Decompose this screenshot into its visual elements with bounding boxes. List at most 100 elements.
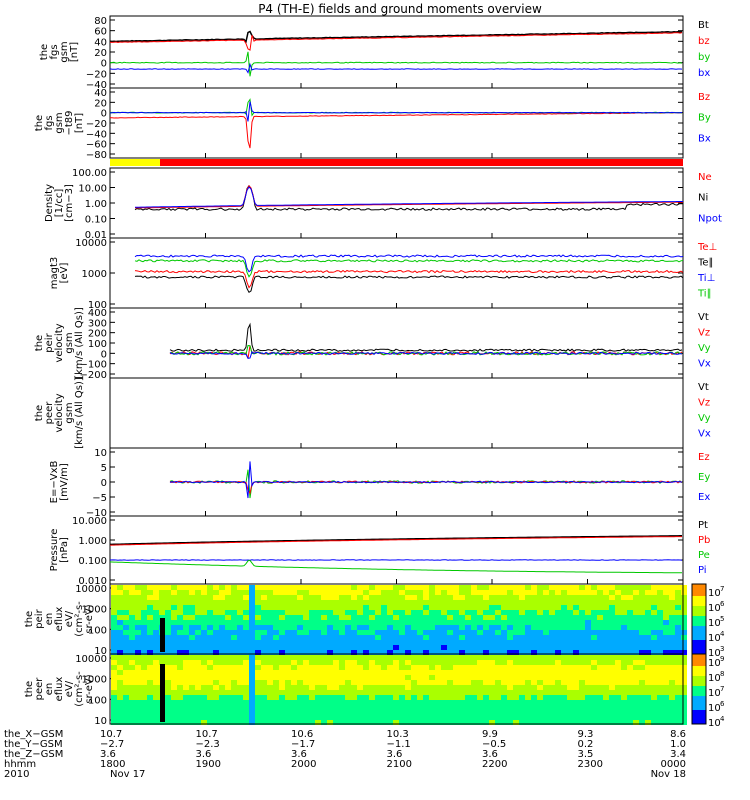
xaxis-value: Nov 17 [110, 769, 145, 780]
spectrogram-cell [321, 635, 327, 640]
spectrogram-cell [153, 650, 159, 655]
spectrogram-cell [219, 640, 225, 645]
spectrogram-cell [333, 610, 339, 615]
spectrogram-cell [153, 600, 159, 605]
spectrogram-cell [267, 645, 273, 650]
spectrogram-cell [675, 600, 681, 605]
ytick-label: −200 [80, 370, 107, 381]
spectrogram-cell [465, 585, 471, 590]
spectrogram-cell [561, 685, 567, 690]
panel-frame [109, 87, 684, 159]
legend-ni: Ni [698, 193, 708, 204]
ylabel-line: (cm²-s- [74, 601, 85, 637]
spectrogram-cell [117, 710, 123, 715]
spectrogram-cell [621, 720, 627, 725]
spectrogram-cell [513, 595, 519, 600]
colorbar-cell [692, 648, 706, 650]
ytick-label: 10.00 [78, 184, 107, 195]
spectrogram-cell [279, 710, 285, 715]
spectrogram-cell [327, 690, 333, 695]
spectrogram-cell [153, 685, 159, 690]
spectrogram-cell [249, 720, 255, 725]
spectrogram-cell [177, 615, 183, 620]
spectrogram-cell [297, 635, 303, 640]
spectrogram-cell [591, 645, 597, 650]
spectrogram-cell [441, 615, 447, 620]
spectrogram-cell [651, 720, 657, 725]
spectrogram-cell [555, 595, 561, 600]
spectrogram-cell [399, 720, 405, 725]
spectrogram-cell [327, 665, 333, 670]
spectrogram-cell [555, 635, 561, 640]
spectrogram-cell [231, 620, 237, 625]
spectrogram-cell [177, 645, 183, 650]
spectrogram-cell [321, 715, 327, 720]
spectrogram-cell [381, 720, 387, 725]
spectrogram-cell [603, 635, 609, 640]
spectrogram-cell [585, 700, 591, 705]
spectrogram-cell [183, 615, 189, 620]
spectrogram-cell [543, 635, 549, 640]
colorbar-cell [692, 636, 706, 638]
spectrogram-cell [399, 670, 405, 675]
spectrogram-cell [225, 620, 231, 625]
spectrogram-cell [303, 605, 309, 610]
spectrogram-cell [201, 715, 207, 720]
spectrogram-cell [663, 690, 669, 695]
spectrogram-cell [369, 705, 375, 710]
spectrogram-cell [549, 710, 555, 715]
spectrogram-cell [501, 615, 507, 620]
spectrogram-cell [657, 695, 663, 700]
spectrogram-cell [393, 585, 399, 590]
spectrogram-cell [579, 660, 585, 665]
spectrogram-cell [249, 685, 255, 690]
spectrogram-cell [405, 615, 411, 620]
spectrogram-cell [387, 635, 393, 640]
spectrogram-cell [459, 585, 465, 590]
spectrogram-cell [645, 600, 651, 605]
spectrogram-cell [513, 625, 519, 630]
ylabel-line: the [39, 44, 50, 60]
spectrogram-cell [573, 710, 579, 715]
legend-te⊥: Te⊥ [697, 242, 717, 253]
ytick-label: 100 [88, 695, 107, 706]
spectrogram-cell [555, 705, 561, 710]
spectrogram-cell [405, 670, 411, 675]
spectrogram-cell [627, 650, 633, 655]
spectrogram-cell [441, 665, 447, 670]
spectrogram-cell [645, 585, 651, 590]
spectrogram-cell [273, 710, 279, 715]
spectrogram-cell [135, 640, 141, 645]
spectrogram-cell [267, 620, 273, 625]
spectrogram-cell [363, 645, 369, 650]
spectrogram-cell [129, 600, 135, 605]
spectrogram-cell [285, 675, 291, 680]
spectrogram-cell [525, 635, 531, 640]
spectrogram-cell [345, 690, 351, 695]
spectrogram-cell [537, 640, 543, 645]
spectrogram-cell [141, 720, 147, 725]
panel-frame [109, 653, 684, 725]
spectrogram-cell [375, 670, 381, 675]
spectrogram-cell [243, 590, 249, 595]
spectrogram-cell [183, 585, 189, 590]
spectrogram-cell [351, 615, 357, 620]
colorbar-label: 10 [708, 718, 721, 729]
spectrogram-cell [273, 600, 279, 605]
spectrogram-cell [363, 655, 369, 660]
spectrogram-cell [567, 695, 573, 700]
spectrogram-cell [159, 600, 165, 605]
spectrogram-cell [123, 720, 129, 725]
spectrogram-cell [333, 645, 339, 650]
spectrogram-cell [111, 615, 117, 620]
colorbar-label: 10 [708, 688, 721, 699]
spectrogram-cell [417, 635, 423, 640]
spectrogram-cell [213, 715, 219, 720]
spectrogram-cell [387, 620, 393, 625]
spectrogram-cell [555, 600, 561, 605]
spectrogram-cell [117, 720, 123, 725]
xaxis-row-label: the_X−GSM [4, 729, 63, 740]
spectrogram-cell [411, 625, 417, 630]
colorbar-cell [692, 696, 706, 698]
spectrogram-cell [675, 685, 681, 690]
